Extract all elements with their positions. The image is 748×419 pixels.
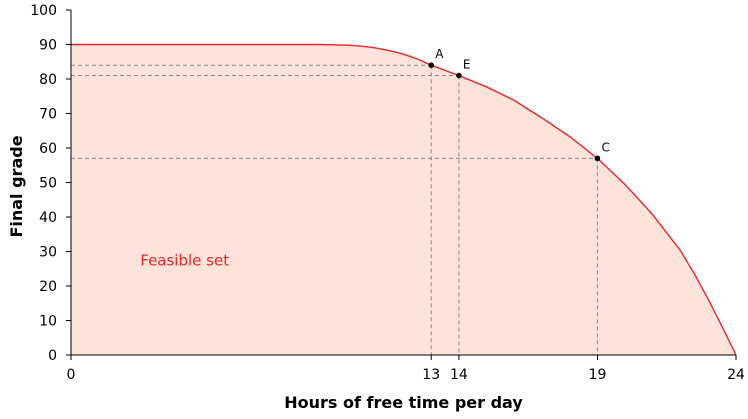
y-axis-title: Final grade [7, 135, 26, 237]
frontier-points: A E C [428, 47, 610, 162]
guide-lines [71, 64, 598, 355]
point-a [428, 62, 435, 68]
x-axis-title: Hours of free time per day [284, 393, 523, 412]
x-tick-label: 0 [67, 367, 76, 383]
y-axis-ticks: 0 10 20 30 40 50 60 70 80 90 100 [30, 3, 71, 364]
y-tick-label: 0 [48, 348, 57, 364]
point-label-c: C [601, 140, 609, 154]
x-tick-label: 14 [450, 367, 468, 383]
y-tick-label: 70 [39, 107, 57, 123]
y-tick-label: 60 [39, 141, 57, 157]
point-c [594, 155, 601, 162]
y-tick-label: 20 [39, 279, 57, 295]
y-tick-label: 90 [39, 38, 57, 54]
feasible-set-area [71, 44, 736, 355]
point-label-a: A [435, 47, 444, 61]
x-tick-label: 19 [589, 367, 607, 383]
x-tick-label: 13 [422, 367, 440, 383]
y-tick-label: 80 [39, 72, 57, 88]
x-axis-ticks: 0 13 14 19 24 [67, 355, 745, 383]
point-e [456, 72, 462, 79]
axes: 0 13 14 19 24 0 10 20 30 40 50 60 70 80 90 100 [30, 3, 745, 383]
y-tick-label: 50 [39, 176, 57, 192]
plot-area: A E C Feasible set [71, 43, 737, 356]
y-tick-label: 40 [39, 210, 57, 226]
y-tick-label: 100 [30, 3, 57, 19]
y-tick-label: 30 [39, 245, 57, 261]
x-tick-label: 24 [727, 367, 745, 383]
feasible-set-label: Feasible set [140, 251, 229, 269]
point-label-e: E [463, 58, 471, 72]
y-tick-label: 10 [39, 314, 57, 330]
